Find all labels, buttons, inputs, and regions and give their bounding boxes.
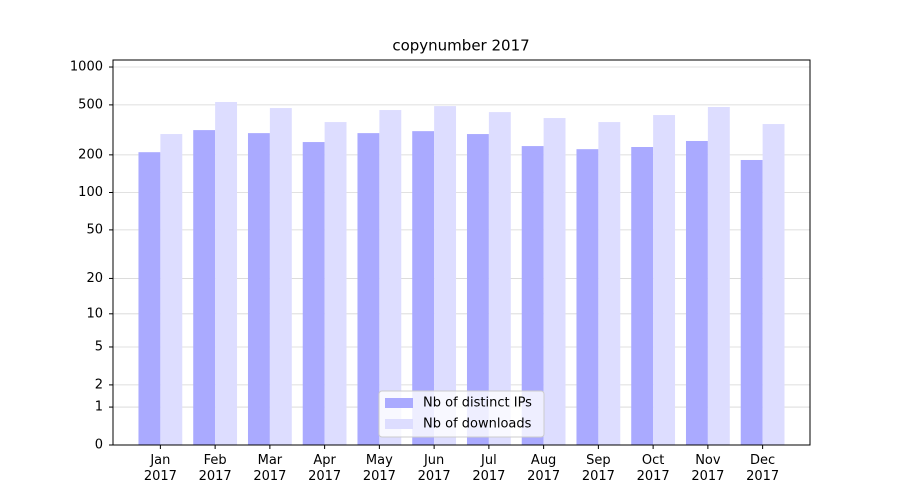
y-tick-label: 1000 <box>70 60 103 75</box>
plot-frame <box>112 59 811 446</box>
y-tick-label: 0 <box>95 438 103 453</box>
bar <box>543 118 566 445</box>
legend-swatch <box>385 398 413 408</box>
x-tick-label: Sep 2017 <box>581 453 615 484</box>
x-tick-label: Jan 2017 <box>143 453 177 484</box>
y-tick-label: 20 <box>86 271 103 286</box>
bar <box>707 107 730 445</box>
bar <box>488 112 511 445</box>
bar <box>302 142 325 445</box>
bar <box>653 115 676 446</box>
y-tick-label: 2 <box>95 377 103 392</box>
x-tick-label: Nov 2017 <box>691 453 725 484</box>
legend-label: Nb of distinct IPs <box>423 396 532 411</box>
x-tick-label: Jun 2017 <box>417 453 451 484</box>
bar <box>379 110 402 446</box>
y-tick-label: 5 <box>95 339 103 354</box>
bar <box>466 134 489 445</box>
legend-swatch <box>385 419 413 429</box>
bar <box>247 133 270 446</box>
bar <box>412 131 435 446</box>
x-tick-label: Mar 2017 <box>253 453 287 484</box>
bar <box>357 133 380 446</box>
legend: Nb of distinct IPs Nb of downloads <box>378 390 545 438</box>
x-tick-label: Jul 2017 <box>472 453 506 484</box>
bar <box>269 108 292 445</box>
y-tick-label: 100 <box>78 185 103 200</box>
bar <box>576 149 599 445</box>
x-tick-label: Apr 2017 <box>308 453 342 484</box>
y-tick-label: 200 <box>78 147 103 162</box>
bar <box>324 122 347 446</box>
x-tick-label: Dec 2017 <box>746 453 780 484</box>
bar <box>685 140 708 445</box>
x-tick-label: Feb 2017 <box>198 453 232 484</box>
y-tick-label: 10 <box>86 306 103 321</box>
bar <box>193 130 216 445</box>
chart-title: copynumber 2017 <box>392 37 529 55</box>
bar <box>434 106 457 445</box>
legend-box <box>378 390 545 438</box>
x-tick-label: May 2017 <box>362 453 396 484</box>
y-tick-label: 500 <box>78 97 103 112</box>
bar <box>598 122 621 446</box>
bar <box>631 147 654 445</box>
bar <box>521 146 544 445</box>
y-tick-label: 50 <box>86 222 103 237</box>
bar <box>215 102 238 446</box>
x-tick-label: Oct 2017 <box>636 453 670 484</box>
bar <box>160 134 183 445</box>
bar <box>740 159 763 445</box>
bar <box>138 152 161 445</box>
y-tick-label: 1 <box>95 400 103 415</box>
legend-label: Nb of downloads <box>423 417 532 432</box>
x-tick-label: Aug 2017 <box>527 453 561 484</box>
bar <box>762 124 785 445</box>
